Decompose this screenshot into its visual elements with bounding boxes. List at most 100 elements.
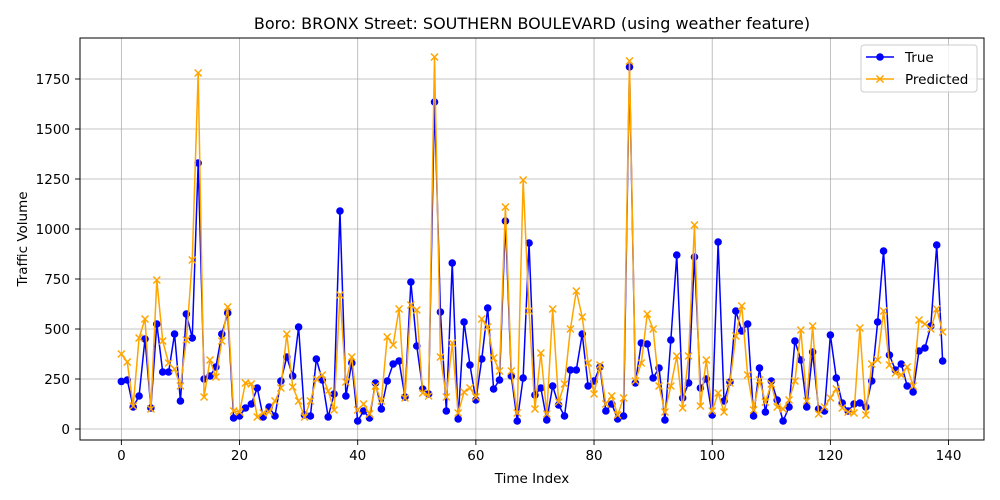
predicted-point [188, 255, 197, 265]
predicted-point [424, 391, 433, 401]
predicted-point [554, 397, 563, 407]
y-axis-label: Traffic Volume [15, 191, 31, 287]
true-point [791, 337, 799, 345]
true-point [466, 361, 474, 369]
true-point [377, 405, 386, 413]
predicted-point [891, 368, 900, 378]
true-point [755, 364, 764, 372]
true-point [460, 318, 468, 326]
axes-frame [79, 37, 985, 441]
true-point [649, 374, 657, 382]
predicted-point [779, 404, 788, 414]
predicted-point [507, 366, 516, 376]
predicted-point [377, 396, 386, 406]
predicted-point [353, 405, 362, 415]
predicted-point [371, 381, 380, 391]
predicted-point [270, 396, 280, 406]
true-point [560, 412, 569, 420]
plot-area [80, 38, 984, 440]
true-point [714, 238, 722, 246]
predicted-point [501, 202, 510, 212]
predicted-point [903, 362, 912, 372]
predicted-point [430, 52, 439, 62]
predicted-point [885, 360, 894, 370]
predicted-point [761, 397, 770, 407]
true-point [643, 340, 652, 348]
true-point [678, 394, 687, 402]
true-point [584, 382, 592, 390]
predicted-point [176, 381, 185, 391]
predicted-point [613, 410, 622, 420]
predicted-point [152, 275, 161, 285]
true-point [542, 416, 551, 424]
predicted-point [725, 378, 734, 388]
y-tick-label: 250 [44, 372, 70, 388]
predicted-point [483, 322, 492, 332]
true-point [885, 351, 894, 359]
legend-entry-true: True [866, 50, 934, 66]
predicted-point [855, 323, 864, 333]
true-point [856, 399, 864, 407]
predicted-point [773, 402, 782, 412]
predicted-point [395, 304, 404, 314]
predicted-point [525, 306, 534, 316]
predicted-point [909, 381, 918, 391]
predicted-point [123, 357, 132, 367]
predicted-point [217, 336, 226, 346]
true-point [442, 407, 451, 415]
true-point [188, 334, 197, 342]
true-point [909, 388, 917, 396]
predicted-point [737, 301, 746, 311]
predicted-point [448, 338, 457, 348]
predicted-point [719, 407, 729, 417]
y-tick-label: 750 [44, 272, 70, 288]
predicted-point [436, 352, 445, 362]
y-tick-label: 1250 [36, 172, 70, 188]
predicted-point [755, 375, 764, 385]
predicted-point [383, 332, 392, 342]
true-point [477, 355, 486, 363]
predicted-point [347, 352, 356, 362]
true-point [383, 377, 392, 385]
true-point [407, 278, 415, 286]
y-axis: 0 250 500 750 1000 1250 1500 1750 [36, 72, 80, 438]
true-point [489, 385, 498, 393]
true-point [548, 382, 557, 390]
predicted-point [649, 324, 658, 334]
predicted-point [879, 306, 888, 316]
predicted-point [324, 386, 333, 396]
predicted-point [335, 290, 345, 300]
predicted-point [164, 358, 173, 368]
true-point [938, 357, 947, 365]
true-point [330, 390, 338, 398]
predicted-point [465, 383, 474, 393]
legend-label-predicted: Predicted [905, 72, 968, 88]
true-point [802, 403, 811, 411]
x-tick-label: 80 [585, 448, 602, 464]
predicted-point [601, 399, 610, 409]
x-axis-label: Time Index [494, 471, 570, 487]
predicted-point [932, 304, 941, 314]
true-point [572, 366, 581, 374]
y-tick-label: 1500 [36, 122, 70, 138]
x-tick-label: 60 [467, 448, 484, 464]
true-point [525, 239, 533, 247]
true-point [932, 241, 941, 249]
predicted-point [820, 402, 829, 412]
true-point [483, 304, 492, 312]
predicted-point [211, 372, 220, 382]
true-point [170, 330, 179, 338]
true-point [879, 247, 888, 255]
true-point [164, 368, 173, 376]
true-point [253, 384, 262, 392]
true-point [761, 408, 770, 416]
predicted-point [365, 409, 374, 419]
true-point [537, 384, 545, 392]
true-point [336, 207, 344, 215]
true-point [495, 376, 504, 384]
predicted-point [300, 412, 309, 422]
predicted-point [607, 391, 616, 401]
true-point [873, 318, 882, 326]
x-tick-label: 120 [817, 448, 843, 464]
